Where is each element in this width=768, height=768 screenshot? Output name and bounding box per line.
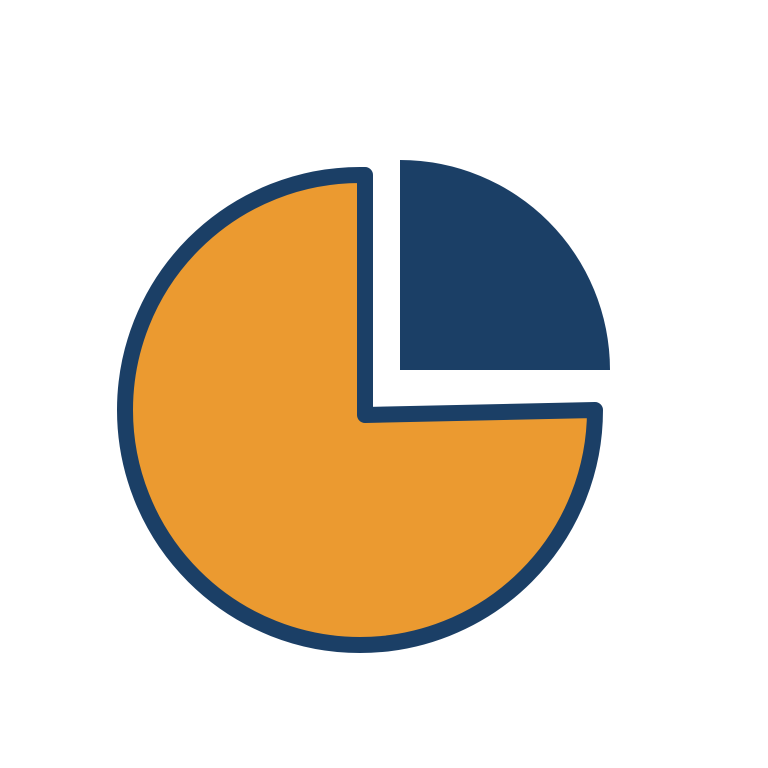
pie-chart-icon: [0, 0, 768, 768]
exploded-slice: [400, 160, 610, 370]
pie-chart-svg: [0, 0, 768, 768]
